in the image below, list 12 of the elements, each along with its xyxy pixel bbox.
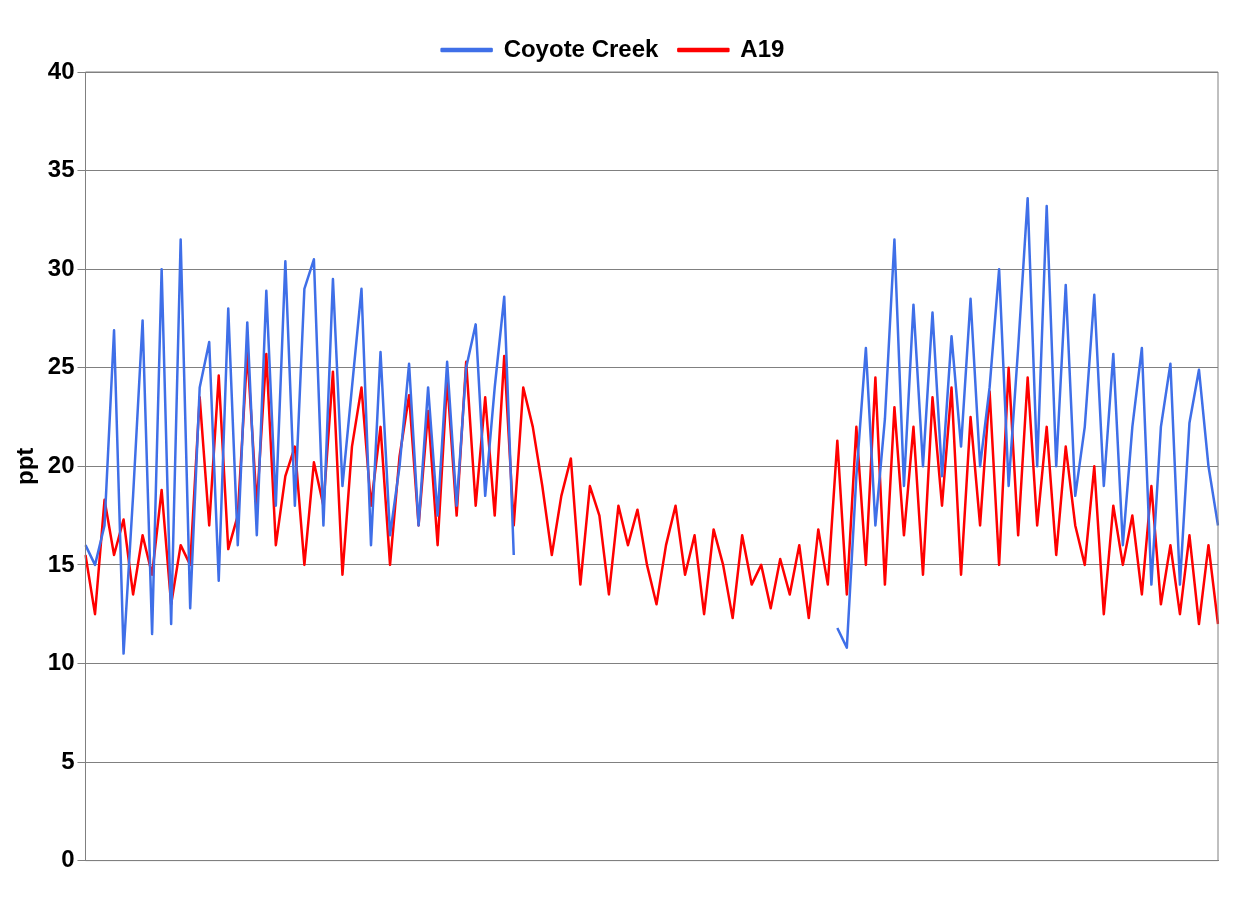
y-tick-label: 15 <box>47 549 75 577</box>
y-axis-title: ppt <box>11 447 39 485</box>
legend-label: A19 <box>740 34 785 62</box>
y-tick-label: 40 <box>47 56 75 84</box>
y-tick-label: 35 <box>47 155 75 183</box>
y-tick-label: 20 <box>47 450 75 478</box>
y-tick-label: 10 <box>47 648 75 676</box>
y-tick-label: 30 <box>47 253 75 281</box>
y-tick-label: 25 <box>47 352 75 380</box>
y-tick-label: 5 <box>61 746 75 774</box>
legend-label: Coyote Creek <box>503 34 659 62</box>
y-tick-label: 0 <box>61 845 75 873</box>
